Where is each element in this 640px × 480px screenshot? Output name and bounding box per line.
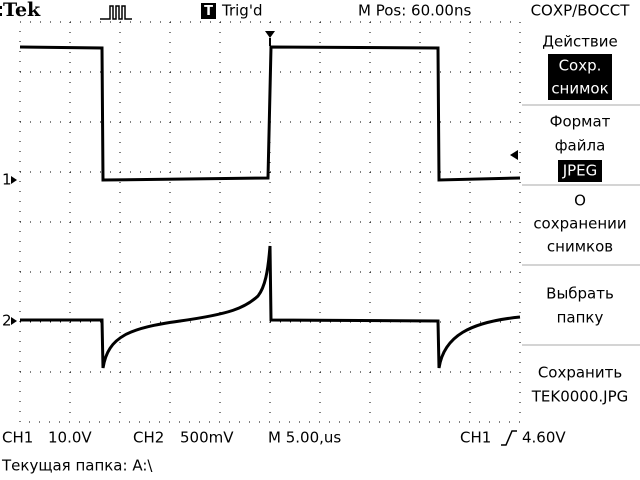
- brand: Tek: [3, 0, 41, 21]
- menu-format[interactable]: Формат файла JPEG: [550, 113, 611, 183]
- menu-title: СОХР/ВОССТ: [531, 2, 631, 20]
- menu-label: TEK0000.JPG: [531, 388, 629, 406]
- acquire-icon: [100, 5, 132, 20]
- menu-save[interactable]: Сохранить TEK0000.JPG: [531, 364, 629, 406]
- menu-label: сохранении: [533, 215, 626, 233]
- ch1-waveform: [19, 45, 521, 182]
- ch2-label: CH2: [133, 429, 164, 447]
- logo-dot: [0, 6, 2, 9]
- ch1-scale: 10.0V: [48, 429, 92, 447]
- menu-label: папку: [557, 309, 604, 327]
- ch1-label: CH1: [2, 429, 33, 447]
- menu-value: Сохр.: [559, 57, 602, 75]
- timebase: M 5.00,us: [268, 429, 341, 447]
- menu-value-box: [558, 160, 602, 182]
- menu-label: файла: [555, 137, 606, 155]
- ch2-marker: 2: [2, 312, 12, 330]
- menu-label: снимков: [547, 238, 613, 256]
- trigger-slope-icon: [501, 430, 517, 446]
- menu-label: Выбрать: [546, 285, 614, 303]
- menu-folder[interactable]: Выбрать папку: [546, 285, 614, 327]
- side-menu: Действие Сохр. снимок Формат файла JPEG …: [522, 33, 640, 406]
- trigger-icon: T: [204, 4, 213, 19]
- menu-label: Формат: [550, 113, 611, 131]
- menu-action[interactable]: Действие Сохр. снимок: [542, 33, 618, 101]
- menu-label: О: [574, 192, 586, 210]
- trigger-state: Trig'd: [221, 2, 262, 20]
- position: M Pos: 60.00ns: [358, 2, 471, 20]
- ch1-marker: 1: [2, 171, 12, 189]
- trigger-level: 4.60V: [522, 429, 566, 447]
- menu-value: JPEG: [562, 162, 598, 180]
- ch2-waveform: [20, 245, 521, 369]
- menu-label: Сохранить: [538, 364, 622, 382]
- ch1-arrow: [11, 176, 17, 184]
- trigger-source: CH1: [460, 429, 491, 447]
- logo-dot: [0, 13, 2, 16]
- current-folder: Текущая папка: A:\: [1, 457, 153, 475]
- menu-label: Действие: [542, 33, 618, 51]
- trigger-level-marker: [510, 150, 518, 160]
- menu-value-box: [548, 54, 612, 100]
- trigger-position-marker: [265, 31, 275, 38]
- menu-value: снимок: [551, 80, 608, 98]
- trigger-icon-box: [201, 3, 216, 19]
- menu-about[interactable]: О сохранении снимков: [533, 192, 626, 256]
- ch2-arrow: [11, 317, 17, 325]
- ch2-scale: 500mV: [180, 429, 234, 447]
